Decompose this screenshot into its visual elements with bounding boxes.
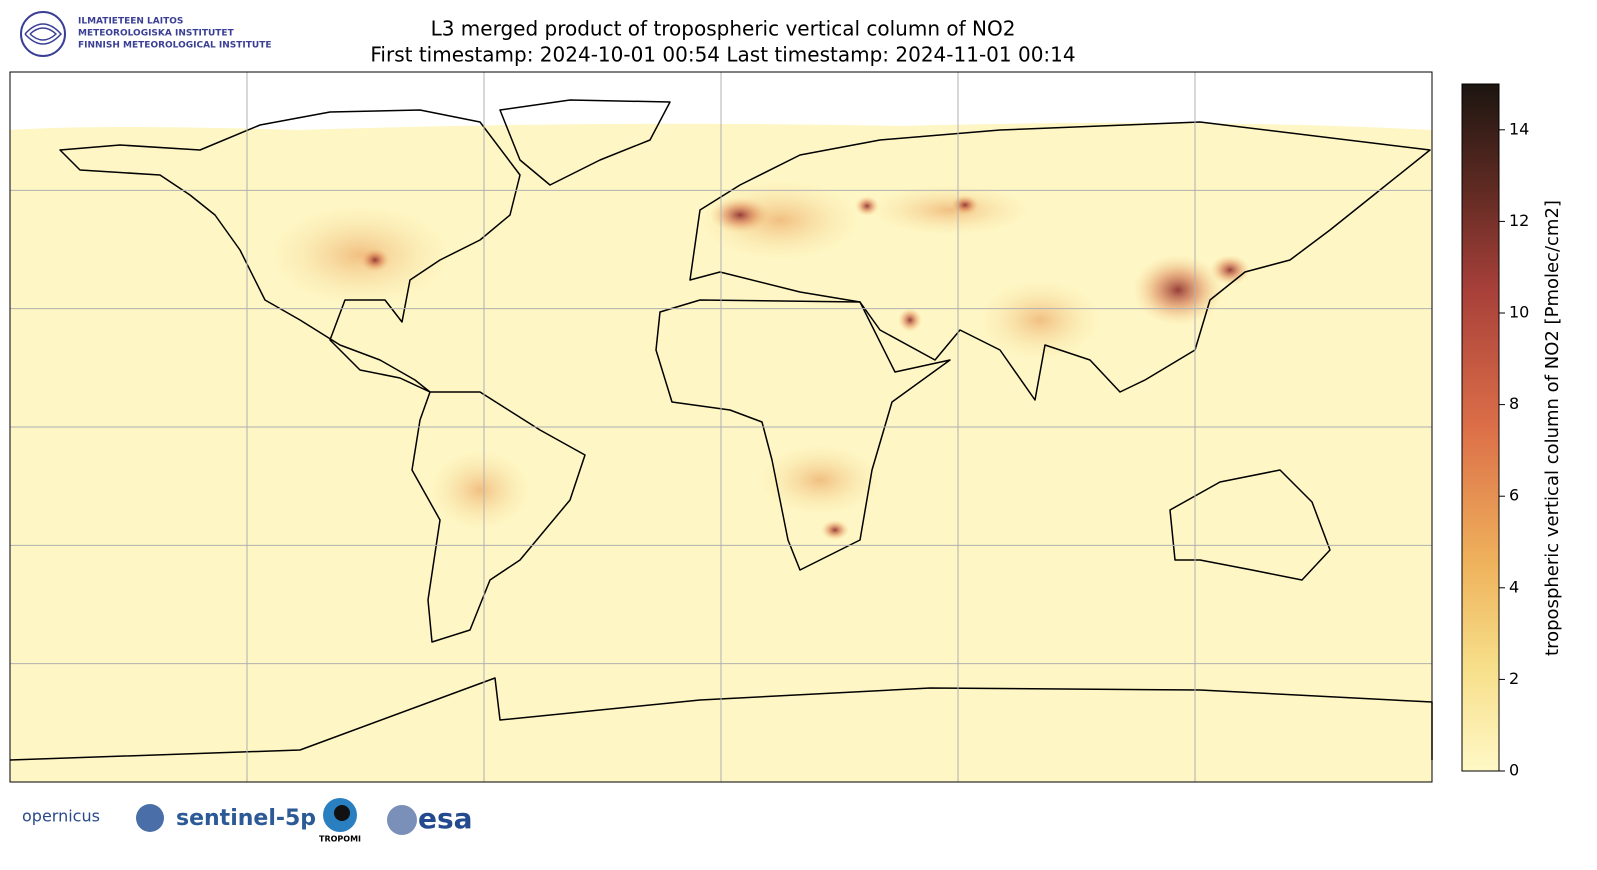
tick-label: 10 [1509,303,1529,322]
logo-icon [136,804,164,832]
tick-label: 12 [1509,211,1529,230]
enhanced-areas [270,180,1100,530]
colorbar: tropospheric vertical column of NO2 [Pmo… [1461,83,1563,780]
logo-esa: esa [418,802,473,835]
subtitle: First timestamp: 2024-10-01 00:54 Last t… [370,43,1075,67]
graticule [10,72,1432,782]
logo-icon [334,805,350,821]
tick-label: 0 [1509,761,1519,780]
institute-line: ILMATIETEEN LAITOS [78,17,183,27]
colorbar-label: tropospheric vertical column of NO2 [Pmo… [1542,200,1563,656]
logo-icon [387,805,417,835]
logo-sentinel: sentinel-5p [176,806,316,831]
tick-label: 14 [1509,119,1529,138]
tick-label: 8 [1509,394,1519,413]
tick-label: 4 [1509,577,1519,596]
tick-label: 2 [1509,669,1519,688]
fmi-logo: ILMATIETEEN LAITOS METEOROLOGISKA INSTIT… [20,11,272,57]
institute-line: FINNISH METEOROLOGICAL INSTITUTE [78,41,272,51]
footer-logos: opernicus sentinel-5p TROPOMI esa [22,798,473,844]
colorbar-scale [1461,83,1500,772]
institute-line: METEOROLOGISKA INSTITUTET [78,29,235,39]
map [9,71,1433,783]
logo-tropomi: TROPOMI [319,835,361,844]
hotspots [360,195,1250,540]
map-frame [9,71,1433,783]
coastlines [9,99,1433,761]
tick-label: 6 [1509,486,1519,505]
logo-copernicus: opernicus [22,807,100,826]
title: L3 merged product of tropospheric vertic… [431,17,1016,41]
